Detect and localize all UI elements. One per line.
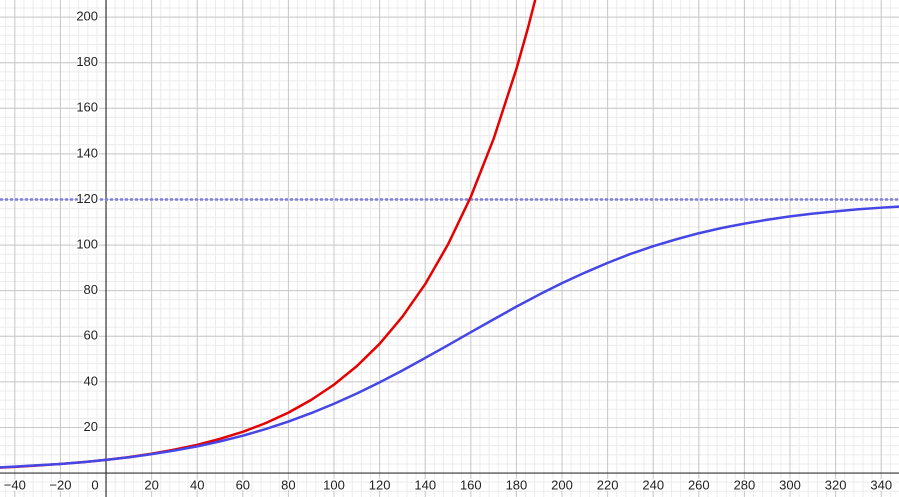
x-tick-label: 60 <box>236 477 250 492</box>
x-tick-label: 300 <box>779 477 801 492</box>
y-tick-label: 200 <box>76 9 98 24</box>
x-tick-label: 320 <box>825 477 847 492</box>
x-tick-label: 340 <box>870 477 892 492</box>
curve <box>0 205 899 469</box>
x-tick-label: 80 <box>281 477 295 492</box>
x-tick-label: 140 <box>414 477 436 492</box>
x-tick-label: 20 <box>144 477 158 492</box>
y-tick-label: 180 <box>76 54 98 69</box>
y-tick-label: 160 <box>76 100 98 115</box>
x-tick-label: 200 <box>551 477 573 492</box>
plot-area <box>0 0 899 469</box>
y-tick-label: 100 <box>76 237 98 252</box>
tick-labels: −40 −20 0 20 40 60 80 100 120 140 160 180 200 220 240 2… <box>2 7 893 494</box>
y-tick-label: 40 <box>84 373 98 388</box>
x-tick-label: 220 <box>597 477 619 492</box>
x-tick-label: 160 <box>460 477 482 492</box>
y-tick-label: 20 <box>84 419 98 434</box>
x-tick-label: −40 <box>4 477 26 492</box>
x-tick-label: 280 <box>734 477 756 492</box>
x-tick-label: 100 <box>323 477 345 492</box>
x-tick-label: 180 <box>506 477 528 492</box>
x-tick-label: 40 <box>190 477 204 492</box>
x-tick-label: 0 <box>91 477 98 492</box>
x-tick-label: −20 <box>49 477 71 492</box>
y-tick-label: 80 <box>84 282 98 297</box>
y-tick-label: 140 <box>76 145 98 160</box>
y-tick-label: 120 <box>76 191 98 206</box>
x-tick-label: 120 <box>369 477 391 492</box>
x-tick-label: 240 <box>642 477 664 492</box>
curve <box>0 0 537 469</box>
x-tick-label: 260 <box>688 477 710 492</box>
y-tick-label: 60 <box>84 328 98 343</box>
